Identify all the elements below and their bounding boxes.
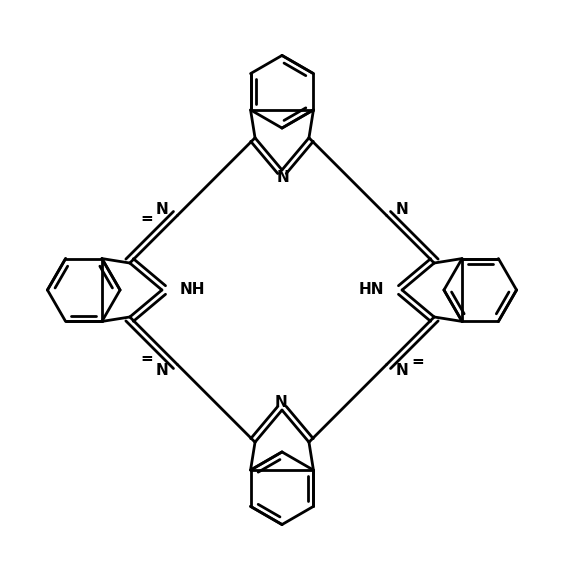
- Text: =: =: [411, 354, 424, 369]
- Text: N: N: [277, 171, 289, 185]
- Text: NH: NH: [180, 282, 205, 298]
- Text: N: N: [156, 202, 168, 218]
- Text: N: N: [275, 395, 287, 409]
- Text: N: N: [396, 202, 408, 218]
- Text: HN: HN: [359, 282, 384, 298]
- Text: N: N: [396, 362, 408, 378]
- Text: =: =: [140, 211, 153, 226]
- Text: N: N: [156, 362, 168, 378]
- Text: =: =: [140, 351, 153, 367]
